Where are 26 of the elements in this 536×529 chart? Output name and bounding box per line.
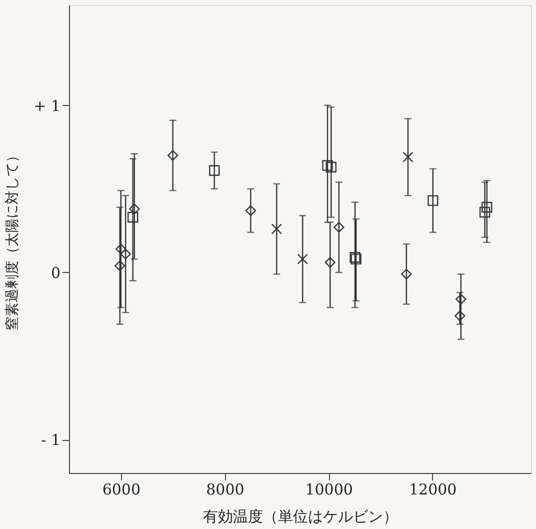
point xyxy=(428,195,438,206)
point xyxy=(271,224,282,234)
point xyxy=(326,162,336,172)
point xyxy=(401,268,412,280)
y-tick-label: 0 xyxy=(50,264,60,282)
point xyxy=(322,160,333,171)
point xyxy=(479,206,490,218)
x-tick-label: 6000 xyxy=(102,480,141,498)
point xyxy=(209,165,220,176)
point xyxy=(128,212,138,223)
point xyxy=(245,205,256,216)
x-tick-label: 8000 xyxy=(206,480,244,498)
point xyxy=(114,260,126,272)
y-axis-title: 窒素過剰度（太陽に対して） xyxy=(4,148,21,330)
x-axis-title: 有効温度（単位はケルビン） xyxy=(203,508,398,526)
point xyxy=(482,202,492,213)
point xyxy=(334,222,344,233)
point xyxy=(167,150,178,161)
y-tick-label: + 1 xyxy=(34,96,60,115)
x-tick-label: 10000 xyxy=(305,480,353,498)
x-tick-label: 12000 xyxy=(409,480,457,498)
point xyxy=(402,152,414,162)
point xyxy=(324,257,336,268)
y-tick-label: - 1 xyxy=(41,431,60,450)
point xyxy=(297,254,308,264)
point xyxy=(456,294,466,305)
